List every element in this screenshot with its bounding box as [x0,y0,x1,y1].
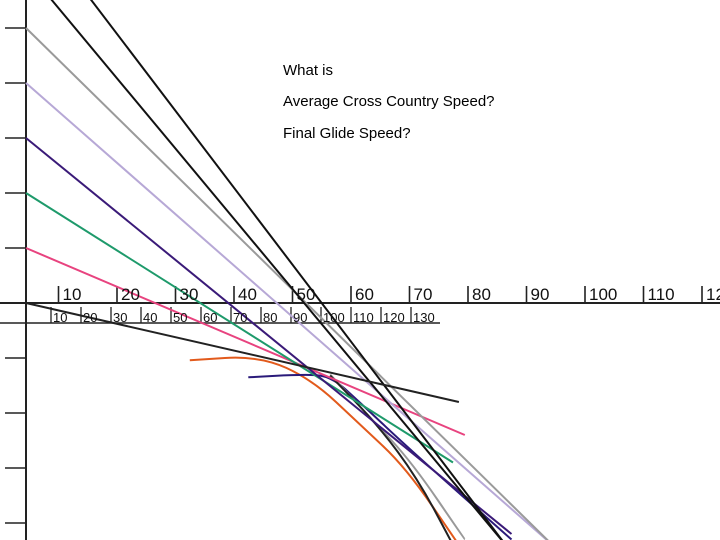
tangent-line-6 [50,0,503,540]
tangent-line-3 [25,137,513,535]
polar-curve-1 [189,356,457,540]
tangent-line-2 [25,192,454,464]
x-bottom-tick-label: 50 [173,310,187,325]
x-bottom-tick-label: 10 [53,310,67,325]
question-final-glide: Final Glide Speed? [283,125,411,142]
x-bottom-tick-label: 90 [293,310,307,325]
x-bottom-tick-label: 80 [263,310,277,325]
tangent-lines [25,0,549,540]
question-average-speed: Average Cross Country Speed? [283,93,495,110]
polar-curve-4 [329,374,452,540]
x-bottom-tick-label: 20 [83,310,97,325]
tick-labels: 1020304050607080901001101210203040506070… [53,285,720,325]
polar-curve-2 [248,373,513,540]
x-top-tick-label: 90 [531,285,550,304]
x-bottom-tick-label: 40 [143,310,157,325]
x-bottom-tick-label: 120 [383,310,405,325]
x-bottom-tick-label: 100 [323,310,345,325]
tangent-line-8 [25,302,460,403]
polar-curves [189,356,513,540]
x-bottom-tick-label: 70 [233,310,247,325]
x-top-tick-label: 70 [414,285,433,304]
tangent-line-4 [25,82,549,540]
x-top-tick-label: 110 [648,285,675,304]
x-bottom-tick-label: 30 [113,310,127,325]
x-top-tick-label: 40 [238,285,257,304]
x-top-tick-label: 100 [589,285,617,304]
x-top-tick-label: 12 [706,285,720,304]
x-top-tick-label: 10 [63,285,82,304]
x-top-tick-label: 30 [180,285,199,304]
question-line-1: What is [283,62,334,79]
x-bottom-tick-label: 110 [353,310,374,325]
x-top-tick-label: 60 [355,285,374,304]
x-bottom-tick-label: 130 [413,310,435,325]
x-top-tick-label: 80 [472,285,491,304]
x-top-tick-label: 20 [121,285,140,304]
x-bottom-tick-label: 60 [203,310,217,325]
x-top-tick-label: 50 [297,285,316,304]
tangent-line-7 [89,0,504,540]
